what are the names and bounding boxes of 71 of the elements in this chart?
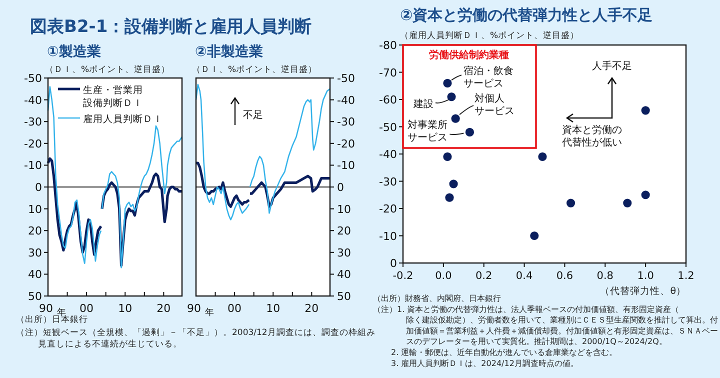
y-tick-label: -70	[379, 66, 397, 80]
text: 2. 運輸・郵便は、近年自動化が進んでいる倉庫業などを含む。	[391, 348, 618, 357]
y-tick-label: 40	[28, 268, 42, 282]
y-tick-label: -20	[24, 137, 42, 150]
x-tick-label: 1.0	[637, 270, 654, 282]
y-tick-label: -20	[379, 202, 397, 216]
data-label: 建設	[412, 98, 434, 110]
y-tick-label: 10	[28, 202, 42, 216]
x-tick-label: 0.0	[435, 270, 452, 282]
y-tick-label: -50	[337, 72, 355, 85]
x-tick-label: 00	[228, 302, 242, 315]
y-tick-label: -30	[24, 116, 42, 129]
x-axis-title: 年	[205, 307, 214, 318]
y-tick-label: -10	[24, 159, 42, 172]
chart-subtitle: ②非製造業	[195, 44, 263, 60]
text: （注）1. 資本と労働の代替弾力性は、法人季報ベースの付加価値額、有形固定資産（除く建設仮勘定）、労働者数を用いて、業種別にＣＥＳ型生産関数を推計して算出。付加価値額＝営業利益＋人件費＋減価償却費。付加価値額と有形固定資産は、ＳＮＡベースのデフレーターを用いて実質化。推計期間は、2000/1Q～2024/2Q。	[373, 304, 718, 346]
chart-subtitle: ①製造業	[47, 44, 101, 60]
annotation: 労働供給制約業種	[429, 49, 509, 61]
y-tick-label: -50	[379, 120, 397, 134]
y-tick-label: 40	[337, 268, 351, 282]
chart-title: 図表B2-1：設備判断と雇用人員判断	[30, 17, 312, 37]
x-tick-label: 10	[266, 302, 280, 315]
x-tick-label: 1.2	[678, 270, 694, 282]
annotation: 不足	[243, 110, 263, 121]
y-tick-label: 0	[337, 181, 344, 194]
y-axis-title: （ＤＩ、%ポイント、逆目盛）	[45, 64, 170, 75]
x-tick-label: 0.4	[516, 270, 533, 282]
y-tick-label: -40	[24, 94, 42, 107]
x-tick-label: -0.2	[392, 270, 414, 282]
y-tick-label: 30	[28, 246, 42, 260]
y-tick-label: -20	[337, 137, 355, 150]
x-tick-label: 0.8	[596, 270, 614, 282]
data-label: 対個人サービス	[474, 92, 515, 118]
x-tick-label: 90	[39, 302, 53, 315]
x-tick-label: 00	[80, 302, 94, 315]
x-tick-label: 0.6	[556, 270, 574, 282]
y-axis-title: （雇用人員判断ＤＩ、%ポイント、逆目盛）	[400, 30, 580, 41]
y-axis-title: （ＤＩ、%ポイント、逆目盛）	[192, 64, 318, 75]
y-tick-label: -40	[337, 94, 355, 107]
legend-label: 生産・営業用設備判断ＤＩ	[83, 84, 143, 109]
x-tick-label: 90	[187, 302, 201, 315]
x-tick-label: 20	[156, 302, 171, 315]
text: （出所）財務省、内閣府、日本銀行	[373, 294, 501, 303]
annotation: 資本と労働の代替性が低い	[561, 124, 622, 148]
text: （注）短観ベース（全規模、「過剰」－「不足」）。2003/12月調査には、調査の枠組み見直しによる不連続が生じている。	[16, 327, 376, 350]
y-tick-label: 30	[337, 246, 351, 260]
y-tick-label: -10	[379, 230, 397, 243]
x-tick-label: 20	[304, 302, 319, 315]
y-tick-label: 50	[337, 290, 351, 303]
data-label: 宿泊・飲食サービス	[463, 65, 514, 90]
y-tick-label: -50	[24, 72, 42, 85]
legend-label: 雇用人員判断ＤＩ	[83, 113, 163, 125]
y-tick-label: -10	[337, 159, 355, 172]
y-tick-label: 20	[28, 224, 42, 238]
y-tick-label: 0	[390, 257, 397, 270]
x-tick-label: 10	[118, 302, 132, 315]
y-tick-label: -30	[337, 116, 355, 129]
data-label: 対事業所サービス	[408, 119, 448, 144]
y-tick-label: 0	[35, 181, 42, 194]
y-tick-label: -80	[379, 39, 397, 52]
y-tick-label: 50	[28, 290, 42, 303]
y-tick-label: 10	[337, 202, 351, 216]
y-tick-label: 20	[337, 224, 351, 238]
y-tick-label: -30	[379, 175, 397, 188]
chart-title: ②資本と労働の代替弾力性と人手不足	[400, 6, 653, 24]
text: 3. 雇用人員判断ＤＩは、2024/12月調査時点の値。	[391, 358, 578, 368]
x-axis-title: （代替弾力性、θ）	[600, 285, 686, 297]
x-tick-label: 0.2	[476, 270, 492, 282]
annotation: 人手不足	[592, 60, 632, 72]
y-tick-label: -40	[379, 148, 397, 161]
y-tick-label: -60	[379, 94, 397, 106]
